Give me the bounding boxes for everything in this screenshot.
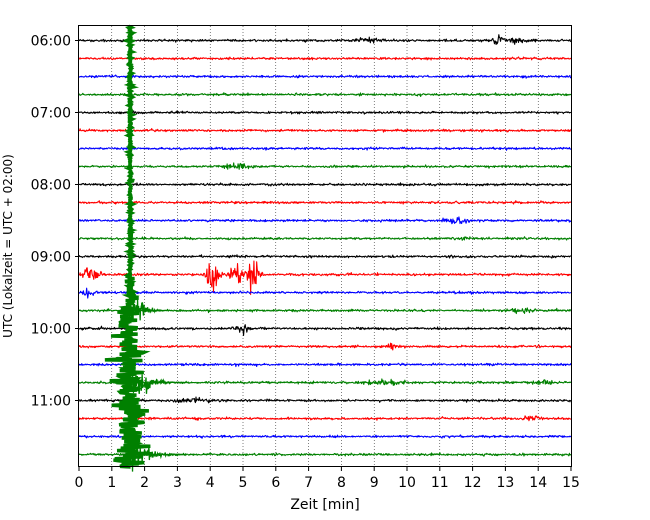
x-axis-ticks: 0 1 2 3 4 5 6 7 8 9 10 11 12 13 14 15 — [75, 467, 580, 491]
y-tick-label: 10:00 — [31, 322, 71, 338]
seismic-trace — [78, 254, 572, 259]
seismic-trace — [78, 162, 572, 170]
y-axis-label: UTC (Lokalzeit = UTC + 02:00) — [1, 154, 15, 338]
x-axis-label: Zeit [min] — [290, 497, 359, 513]
y-tick-label: 11:00 — [31, 394, 71, 410]
large-event-coda — [127, 435, 187, 472]
x-tick-label: 1 — [107, 475, 116, 491]
y-tick-label: 06:00 — [31, 34, 71, 50]
seismic-trace — [78, 182, 572, 187]
seismic-trace — [78, 324, 572, 337]
seismic-trace — [78, 146, 572, 151]
x-tick-label: 11 — [431, 475, 449, 491]
x-tick-label: 2 — [140, 475, 149, 491]
seismic-trace — [78, 236, 572, 241]
large-event-coda — [127, 299, 168, 322]
seismic-trace — [78, 396, 572, 404]
seismic-trace — [78, 200, 572, 205]
seismic-trace — [78, 216, 572, 225]
y-tick-label: 09:00 — [31, 250, 71, 266]
seismic-trace — [78, 287, 572, 299]
x-tick-label: 6 — [271, 475, 280, 491]
y-axis-ticks: 06:00 07:00 08:00 09:00 10:00 11:00 — [31, 34, 79, 410]
x-tick-label: 9 — [370, 475, 379, 491]
seismic-trace — [78, 342, 572, 351]
seismic-traces — [78, 34, 572, 457]
large-event-burst — [104, 24, 153, 469]
x-tick-label: 3 — [173, 475, 182, 491]
x-tick-label: 0 — [75, 475, 84, 491]
large-event-trace — [104, 24, 187, 472]
seismic-trace — [78, 434, 572, 439]
seismic-trace — [78, 260, 572, 296]
x-tick-label: 13 — [496, 475, 514, 491]
x-tick-label: 12 — [464, 475, 482, 491]
x-tick-label: 15 — [562, 475, 580, 491]
seismic-trace — [78, 92, 572, 98]
x-tick-label: 5 — [239, 475, 248, 491]
plot-frame — [78, 25, 572, 467]
large-event-coda — [127, 374, 186, 395]
seismic-trace — [78, 415, 572, 422]
seismic-trace — [78, 74, 572, 79]
seismic-trace — [78, 110, 572, 115]
x-tick-label: 8 — [337, 475, 346, 491]
x-tick-label: 14 — [529, 475, 547, 491]
y-tick-label: 07:00 — [31, 106, 71, 122]
x-tick-label: 4 — [206, 475, 215, 491]
x-tick-label: 10 — [398, 475, 416, 491]
seismic-trace — [78, 56, 572, 61]
y-tick-label: 08:00 — [31, 178, 71, 194]
seismic-trace — [78, 128, 572, 133]
seismic-trace — [78, 34, 572, 46]
seismic-trace — [78, 362, 572, 368]
x-tick-label: 7 — [304, 475, 313, 491]
